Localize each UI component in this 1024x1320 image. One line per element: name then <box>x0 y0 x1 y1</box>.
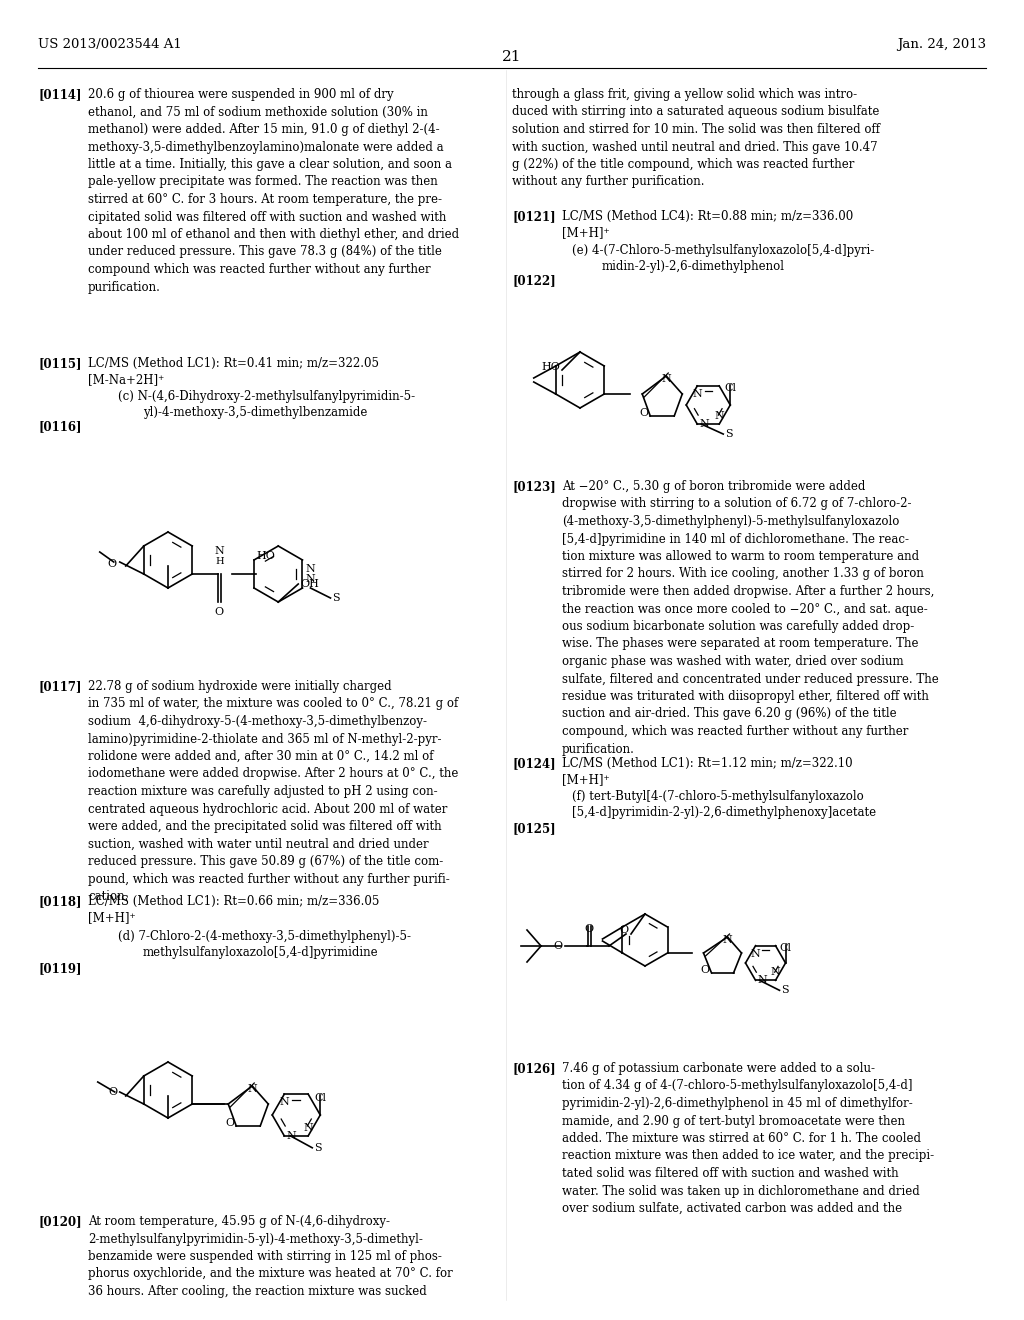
Text: N: N <box>771 968 780 977</box>
Text: N: N <box>305 564 315 574</box>
Text: [0118]: [0118] <box>38 895 82 908</box>
Text: N: N <box>305 574 315 583</box>
Text: N: N <box>214 546 224 556</box>
Text: S: S <box>333 593 340 603</box>
Text: At −20° C., 5.30 g of boron tribromide were added
dropwise with stirring to a so: At −20° C., 5.30 g of boron tribromide w… <box>562 480 939 755</box>
Text: Cl: Cl <box>779 942 792 953</box>
Text: N: N <box>723 935 732 945</box>
Text: O: O <box>108 558 117 569</box>
Text: O: O <box>109 1086 118 1097</box>
Text: O: O <box>639 408 648 418</box>
Text: OH: OH <box>300 579 319 589</box>
Text: LC/MS (Method LC1): Rt=1.12 min; m/z=322.10: LC/MS (Method LC1): Rt=1.12 min; m/z=322… <box>562 756 853 770</box>
Text: Cl: Cl <box>724 383 736 393</box>
Text: N: N <box>248 1084 257 1094</box>
Text: S: S <box>781 985 790 995</box>
Text: (d) 7-Chloro-2-(4-methoxy-3,5-dimethylphenyl)-5-: (d) 7-Chloro-2-(4-methoxy-3,5-dimethylph… <box>118 931 411 942</box>
Text: Jan. 24, 2013: Jan. 24, 2013 <box>897 38 986 51</box>
Text: [0122]: [0122] <box>512 275 556 286</box>
Text: N: N <box>751 949 761 958</box>
Text: [M+H]⁺: [M+H]⁺ <box>562 226 609 239</box>
Text: [0124]: [0124] <box>512 756 556 770</box>
Text: O: O <box>700 965 710 975</box>
Text: O: O <box>215 607 224 616</box>
Text: [0115]: [0115] <box>38 356 82 370</box>
Text: N: N <box>692 389 702 399</box>
Text: N: N <box>715 411 724 421</box>
Text: S: S <box>725 429 733 440</box>
Text: [M-Na+2H]⁺: [M-Na+2H]⁺ <box>88 374 164 385</box>
Text: HO: HO <box>541 362 560 372</box>
Text: 21: 21 <box>502 50 522 63</box>
Text: [M+H]⁺: [M+H]⁺ <box>88 911 135 924</box>
Text: Cl: Cl <box>314 1093 327 1104</box>
Text: H: H <box>215 557 223 566</box>
Text: N: N <box>303 1123 313 1133</box>
Text: N: N <box>699 418 709 429</box>
Text: O: O <box>225 1118 234 1129</box>
Text: through a glass frit, giving a yellow solid which was intro-
duced with stirring: through a glass frit, giving a yellow so… <box>512 88 880 189</box>
Text: US 2013/0023544 A1: US 2013/0023544 A1 <box>38 38 181 51</box>
Text: LC/MS (Method LC1): Rt=0.41 min; m/z=322.05: LC/MS (Method LC1): Rt=0.41 min; m/z=322… <box>88 356 379 370</box>
Text: N: N <box>287 1131 296 1140</box>
Text: (e) 4-(7-Chloro-5-methylsulfanyloxazolo[5,4-d]pyri-: (e) 4-(7-Chloro-5-methylsulfanyloxazolo[… <box>572 244 874 257</box>
Text: HO: HO <box>256 550 275 561</box>
Text: O: O <box>620 925 629 935</box>
Text: midin-2-yl)-2,6-dimethylphenol: midin-2-yl)-2,6-dimethylphenol <box>602 260 785 273</box>
Text: S: S <box>314 1143 322 1152</box>
Text: [5,4-d]pyrimidin-2-yl)-2,6-dimethylphenoxy]acetate: [5,4-d]pyrimidin-2-yl)-2,6-dimethylpheno… <box>572 807 877 818</box>
Text: methylsulfanyloxazolo[5,4-d]pyrimidine: methylsulfanyloxazolo[5,4-d]pyrimidine <box>143 946 379 960</box>
Text: [0114]: [0114] <box>38 88 82 102</box>
Text: O: O <box>585 924 594 935</box>
Text: yl)-4-methoxy-3,5-dimethylbenzamide: yl)-4-methoxy-3,5-dimethylbenzamide <box>143 407 368 418</box>
Text: N: N <box>662 374 671 384</box>
Text: N: N <box>758 975 767 985</box>
Text: [M+H]⁺: [M+H]⁺ <box>562 774 609 785</box>
Text: 20.6 g of thiourea were suspended in 900 ml of dry
ethanol, and 75 ml of sodium : 20.6 g of thiourea were suspended in 900… <box>88 88 459 293</box>
Text: LC/MS (Method LC4): Rt=0.88 min; m/z=336.00: LC/MS (Method LC4): Rt=0.88 min; m/z=336… <box>562 210 853 223</box>
Text: At room temperature, 45.95 g of N-(4,6-dihydroxy-
2-methylsulfanylpyrimidin-5-yl: At room temperature, 45.95 g of N-(4,6-d… <box>88 1214 453 1298</box>
Text: [0117]: [0117] <box>38 680 82 693</box>
Text: (c) N-(4,6-Dihydroxy-2-methylsulfanylpyrimidin-5-: (c) N-(4,6-Dihydroxy-2-methylsulfanylpyr… <box>118 389 415 403</box>
Text: O: O <box>554 941 563 950</box>
Text: [0121]: [0121] <box>512 210 556 223</box>
Text: [0125]: [0125] <box>512 822 556 836</box>
Text: N: N <box>280 1097 289 1107</box>
Text: [0123]: [0123] <box>512 480 556 492</box>
Text: [0120]: [0120] <box>38 1214 82 1228</box>
Text: [0116]: [0116] <box>38 420 82 433</box>
Text: 7.46 g of potassium carbonate were added to a solu-
tion of 4.34 g of 4-(7-chlor: 7.46 g of potassium carbonate were added… <box>562 1063 934 1214</box>
Text: 22.78 g of sodium hydroxide were initially charged
in 735 ml of water, the mixtu: 22.78 g of sodium hydroxide were initial… <box>88 680 459 903</box>
Text: LC/MS (Method LC1): Rt=0.66 min; m/z=336.05: LC/MS (Method LC1): Rt=0.66 min; m/z=336… <box>88 895 379 908</box>
Text: [0119]: [0119] <box>38 962 82 975</box>
Text: (f) tert-Butyl[4-(7-chloro-5-methylsulfanyloxazolo: (f) tert-Butyl[4-(7-chloro-5-methylsulfa… <box>572 789 864 803</box>
Text: [0126]: [0126] <box>512 1063 556 1074</box>
